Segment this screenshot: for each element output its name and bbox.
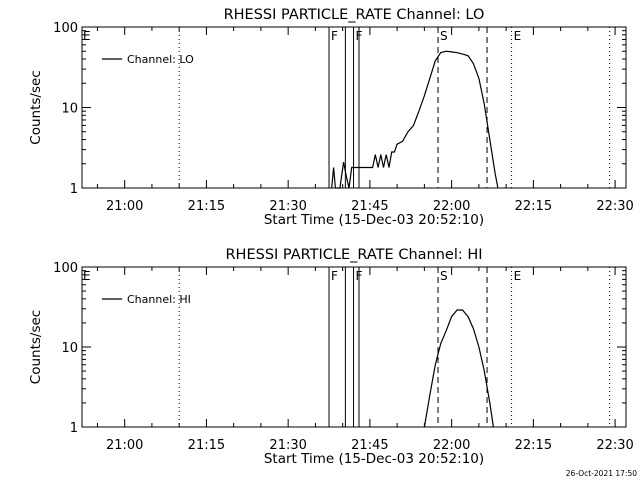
x-tick-label: 21:00 [106, 438, 143, 453]
legend-label: Channel: LO [127, 53, 194, 66]
timestamp-footer: 26-Oct-2021 17:50 [566, 469, 637, 478]
annotation-label: E [514, 269, 522, 283]
annotation-label: F [331, 29, 338, 43]
x-tick-label: 21:30 [269, 438, 306, 453]
series-line-0 [331, 50, 499, 189]
legend-label: Channel: HI [127, 293, 191, 306]
chart-title: RHESSI PARTICLE_RATE Channel: LO [224, 7, 485, 23]
x-tick-label: 22:15 [515, 199, 552, 214]
x-tick-label: 21:45 [351, 438, 388, 453]
x-tick-label: 22:15 [515, 438, 552, 453]
x-tick-label: 21:15 [188, 438, 225, 453]
x-axis-label: Start Time (15-Dec-03 20:52:10) [264, 451, 484, 467]
x-tick-label: 22:00 [433, 199, 470, 214]
chart-title: RHESSI PARTICLE_RATE Channel: HI [225, 247, 482, 263]
annotation-label: E [514, 29, 522, 43]
x-tick-label: 21:00 [106, 199, 143, 214]
y-tick-label: 10 [61, 102, 78, 117]
x-tick-label: 22:30 [596, 438, 633, 453]
x-tick-label: 21:30 [269, 199, 306, 214]
x-tick-label: 21:15 [188, 199, 225, 214]
annotation-label: S [440, 269, 448, 283]
x-axis-label: Start Time (15-Dec-03 20:52:10) [264, 212, 484, 228]
x-tick-label: 22:00 [433, 438, 470, 453]
y-axis-label: Counts/sec [28, 310, 44, 384]
y-tick-label: 10 [61, 341, 78, 356]
annotation-label: E [83, 269, 91, 283]
hi-channel-panel: RHESSI PARTICLE_RATE Channel: HI 1 10 100 21… [28, 247, 634, 467]
annotation-label: S [440, 29, 448, 43]
series-line-0 [423, 309, 494, 428]
annotation-label: F [331, 269, 338, 283]
annotation-label: E [83, 29, 91, 43]
y-axis-label: Counts/sec [28, 70, 44, 144]
y-tick-label: 1 [70, 421, 78, 436]
y-tick-label: 1 [70, 182, 78, 197]
x-tick-label: 21:45 [351, 199, 388, 214]
x-tick-label: 22:30 [596, 199, 633, 214]
y-tick-label: 100 [53, 21, 78, 36]
y-tick-label: 100 [53, 261, 78, 276]
lo-channel-panel: RHESSI PARTICLE_RATE Channel: LO 1 10 100 21… [28, 7, 634, 228]
